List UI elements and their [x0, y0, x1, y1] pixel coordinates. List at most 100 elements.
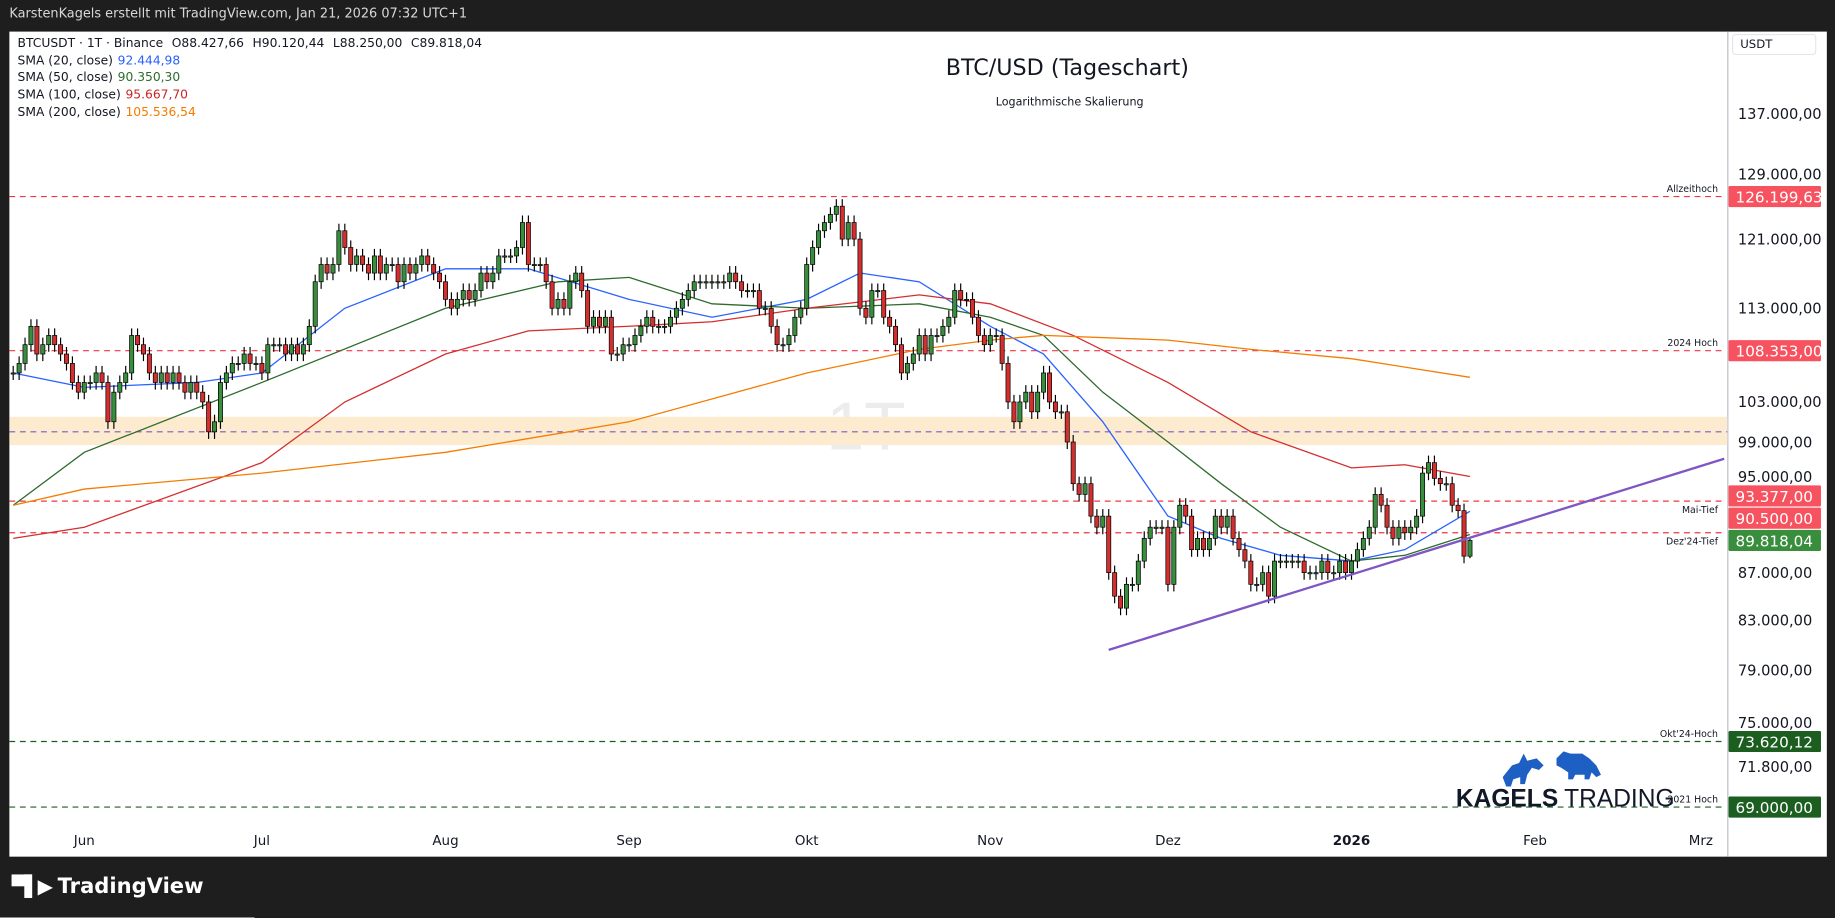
candle	[81, 375, 87, 400]
candle-body	[206, 401, 212, 433]
legend-symbol-row[interactable]: BTCUSDT · 1T · Binance O88.427,66 H90.12…	[18, 35, 482, 52]
candle-body	[1337, 560, 1343, 574]
candle-body	[1384, 504, 1390, 528]
candle	[1431, 455, 1437, 486]
candle-body	[703, 281, 709, 284]
candle	[401, 257, 407, 289]
candle	[999, 328, 1005, 371]
candle-body	[484, 272, 490, 283]
candle-body	[64, 353, 69, 364]
candle-body	[318, 264, 324, 283]
candle	[573, 266, 579, 289]
candle	[537, 257, 543, 272]
tradingview-logo[interactable]: ▀▌▶ TradingView	[12, 874, 204, 899]
candle	[431, 257, 437, 281]
candle-body	[1378, 494, 1384, 506]
candle-body	[833, 205, 839, 215]
candle	[93, 365, 99, 390]
candle	[1011, 394, 1017, 429]
y-tick-label: 87.000,00	[1738, 565, 1812, 582]
price-badge: 73.620,12	[1728, 730, 1821, 753]
candle-body	[146, 353, 152, 374]
currency-button[interactable]: USDT	[1732, 33, 1817, 56]
level-label: Dez'24-Tief	[1666, 536, 1719, 547]
candle	[662, 319, 668, 334]
candle-body	[383, 264, 389, 274]
candle	[869, 283, 875, 325]
candle-body	[987, 335, 993, 346]
candle-body	[99, 372, 105, 383]
candle	[46, 328, 52, 352]
candle	[709, 274, 715, 289]
candle-body	[28, 325, 34, 346]
candle	[1094, 509, 1100, 535]
candle-body	[946, 316, 952, 327]
candle	[170, 365, 176, 390]
candle-body	[1195, 538, 1201, 551]
sma-value: 95.667,70	[125, 87, 189, 102]
candle	[958, 283, 964, 307]
legend-sma-20[interactable]: SMA (20, close) 92.444,98	[18, 52, 482, 69]
candle-body	[87, 382, 93, 385]
candle	[910, 346, 916, 371]
candle	[1106, 509, 1112, 580]
legend-sma-200[interactable]: SMA (200, close) 105.536,54	[18, 104, 482, 121]
candle	[87, 375, 93, 390]
candle-body	[750, 290, 756, 293]
candle	[425, 248, 431, 272]
price-badge-bg	[1728, 529, 1821, 551]
candle	[981, 328, 987, 352]
candle	[1260, 565, 1266, 592]
candle-body	[1064, 411, 1070, 443]
candle	[579, 266, 585, 298]
candle	[1414, 509, 1420, 535]
legend-sma-50[interactable]: SMA (50, close) 90.350,30	[18, 70, 482, 87]
candle	[827, 207, 833, 230]
candle-body	[1467, 540, 1473, 557]
candle	[1307, 565, 1313, 580]
candle	[235, 356, 241, 371]
candle	[158, 365, 164, 390]
candle-body	[727, 272, 733, 283]
candle-body	[1124, 583, 1129, 609]
candle	[614, 346, 620, 362]
candle-body	[1260, 572, 1266, 585]
candle	[1254, 577, 1260, 592]
candle-body	[454, 298, 460, 309]
candle	[668, 310, 673, 334]
candle	[644, 310, 650, 334]
candle	[247, 346, 253, 371]
candle	[756, 283, 762, 316]
candle-body	[851, 222, 857, 240]
candle-body	[111, 391, 117, 423]
candle-body	[739, 281, 745, 291]
candle-body	[75, 382, 81, 393]
candle	[259, 356, 265, 381]
candle-body	[881, 290, 887, 318]
candle-body	[1082, 483, 1088, 495]
candle-body	[1023, 391, 1029, 403]
candle-body	[715, 281, 721, 284]
candle-body	[413, 264, 419, 274]
candle-body	[508, 255, 514, 258]
candle	[336, 223, 342, 272]
candle-body	[525, 222, 531, 265]
candle-body	[1455, 504, 1461, 512]
candle	[99, 365, 105, 390]
candle-body	[117, 382, 123, 393]
candle	[899, 337, 904, 381]
candle-body	[1230, 515, 1236, 539]
candle-body	[235, 363, 241, 365]
candle	[845, 215, 851, 247]
legend-sma-100[interactable]: SMA (100, close) 95.667,70	[18, 87, 482, 104]
candle-body	[277, 344, 283, 347]
candle-body	[591, 316, 596, 327]
candle-body	[1426, 462, 1431, 474]
candle-body	[425, 255, 431, 265]
candle-body	[1171, 526, 1177, 585]
candle-body	[721, 281, 727, 284]
candle	[1420, 466, 1426, 524]
price-badge: 93.377,00	[1728, 485, 1821, 507]
price-axis[interactable]	[1727, 31, 1827, 857]
candle	[271, 337, 277, 352]
